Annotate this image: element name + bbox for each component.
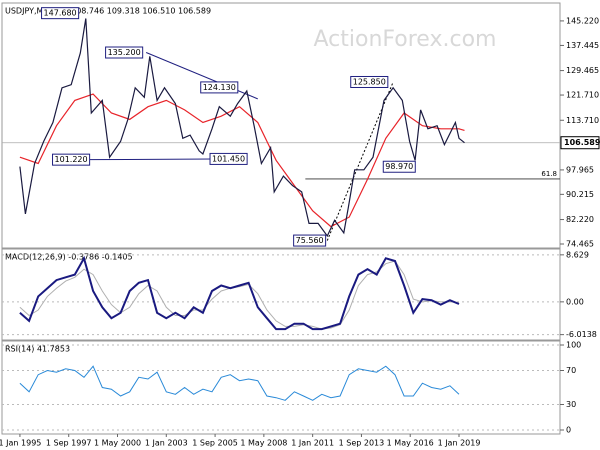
x-tick-label: 1 Sep 2013 [339, 439, 385, 448]
annotation-box [209, 152, 248, 165]
fib-label: 61.8 [541, 170, 557, 178]
x-tick-label: 1 Jan 2011 [291, 439, 334, 448]
x-tick-label: 1 Jan 2019 [438, 439, 481, 448]
y-tick-label: 82.220 [566, 215, 594, 224]
trend-line [145, 52, 258, 100]
annotation-label: 147.680 [44, 9, 77, 18]
annotation-box [105, 46, 144, 59]
y-tick-label: -6.0138 [566, 330, 597, 339]
annotation-box [293, 234, 327, 247]
panel-header: RSI(14) 41.7853 [5, 345, 70, 354]
series-line [19, 18, 465, 238]
annotation-label: 125.850 [353, 77, 386, 86]
y-tick-label: 8.629 [566, 250, 589, 259]
last-value-box [560, 136, 600, 150]
y-tick-label: 90.215 [566, 190, 594, 199]
y-tick-label: 100 [566, 340, 581, 349]
y-tick-label: 70 [566, 366, 576, 375]
y-tick-label: 0.00 [566, 297, 584, 306]
x-tick-label: 1 Jan 2003 [145, 439, 188, 448]
annotation-box [52, 153, 91, 166]
last-value-label: 106.589 [564, 138, 600, 147]
panel-frame [1, 248, 561, 341]
series-line [19, 365, 460, 401]
x-tick-label: 1 May 2016 [387, 439, 434, 448]
annotation-label: 135.200 [108, 48, 141, 57]
annotation-box [41, 7, 80, 20]
y-tick-label: 97.965 [566, 165, 594, 174]
x-tick-label: 1 Jan 1995 [0, 439, 41, 448]
panel-header: USDJPY,Monthly 108.746 109.318 106.510 1… [5, 7, 211, 16]
panel-frame [1, 340, 561, 435]
x-tick-label: 1 May 2008 [240, 439, 287, 448]
y-tick-label: 74.465 [566, 240, 594, 249]
annotation-label: 98.970 [385, 162, 413, 171]
annotation-box [200, 81, 239, 94]
x-tick-label: 1 Sep 2005 [192, 439, 238, 448]
x-tick-label: 1 May 2000 [94, 439, 141, 448]
annotation-label: 75.560 [296, 236, 324, 245]
panel-frame [1, 2, 561, 249]
annotation-label: 101.450 [212, 154, 245, 163]
y-tick-label: 137.445 [566, 41, 599, 50]
annotation-box [382, 160, 416, 173]
y-tick-label: 0 [566, 426, 571, 435]
y-tick-label: 145.220 [566, 16, 599, 25]
series-line [19, 93, 465, 228]
y-tick-label: 113.710 [566, 116, 599, 125]
annotation-label: 124.130 [203, 83, 236, 92]
y-tick-label: 129.465 [566, 66, 599, 75]
series-line [19, 260, 460, 330]
watermark: ActionForex.com [314, 27, 497, 52]
panel-header: MACD(12,26,9) -0.3786 -0.1405 [5, 253, 133, 262]
trend-line [326, 81, 394, 241]
annotation-box [350, 75, 389, 88]
y-tick-label: 30 [566, 400, 576, 409]
x-tick-label: 1 Sep 1997 [46, 439, 92, 448]
y-tick-label: 121.710 [566, 91, 599, 100]
annotation-label: 101.220 [55, 155, 88, 164]
series-line [19, 255, 460, 331]
